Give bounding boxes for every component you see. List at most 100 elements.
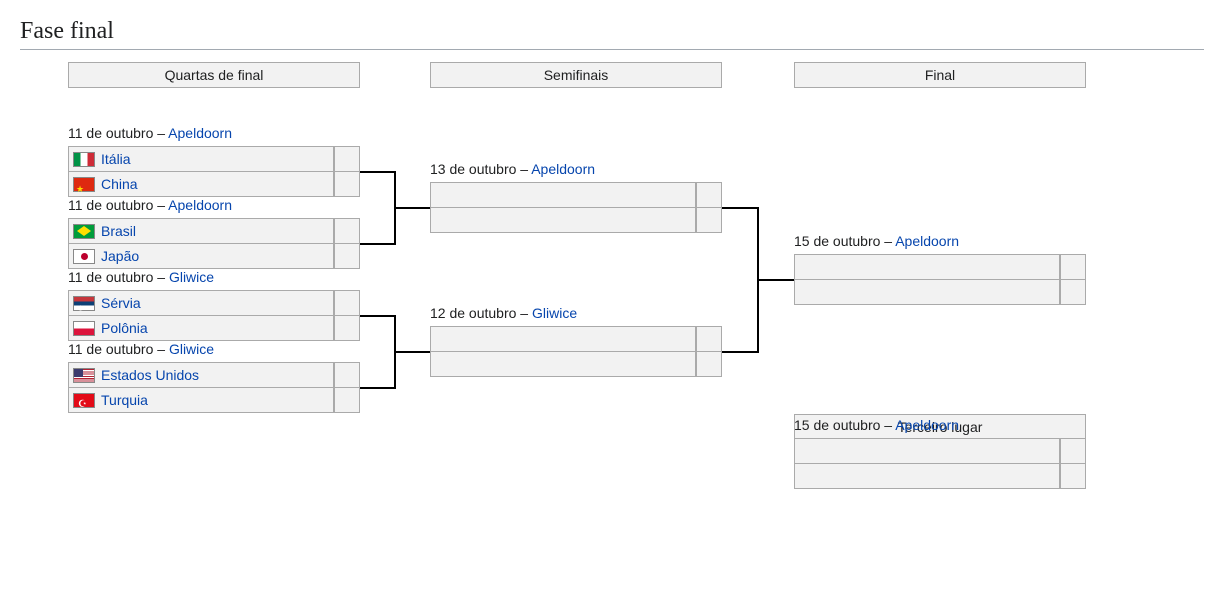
connector bbox=[757, 279, 794, 281]
match-header-qf3: 11 de outubro – Gliwice bbox=[68, 269, 214, 285]
team-row bbox=[431, 183, 721, 207]
pl-flag-icon bbox=[73, 321, 95, 336]
match-header-third: 15 de outubro – Apeldoorn bbox=[794, 417, 959, 433]
us-flag-icon bbox=[73, 368, 95, 383]
team-cell bbox=[795, 280, 1060, 304]
score-cell bbox=[1060, 255, 1085, 279]
team-link-us[interactable]: Estados Unidos bbox=[101, 363, 199, 387]
match-header-qf4: 11 de outubro – Gliwice bbox=[68, 341, 214, 357]
team-cell: Polônia bbox=[69, 316, 334, 340]
venue-link[interactable]: Apeldoorn bbox=[531, 161, 595, 177]
score-cell bbox=[334, 244, 359, 268]
score-cell bbox=[334, 388, 359, 412]
venue-link[interactable]: Gliwice bbox=[169, 269, 214, 285]
team-cell bbox=[431, 327, 696, 351]
team-row: Brasil bbox=[69, 219, 359, 243]
score-cell bbox=[696, 352, 721, 376]
round-header-qf: Quartas de final bbox=[68, 62, 360, 88]
score-cell bbox=[696, 183, 721, 207]
score-cell bbox=[696, 208, 721, 232]
venue-link[interactable]: Apeldoorn bbox=[168, 197, 232, 213]
team-row: Sérvia bbox=[69, 291, 359, 315]
jp-flag-icon bbox=[73, 249, 95, 264]
team-row bbox=[795, 255, 1085, 279]
venue-link[interactable]: Apeldoorn bbox=[168, 125, 232, 141]
score-cell bbox=[1060, 464, 1085, 488]
match-date: 11 de outubro – bbox=[68, 341, 169, 357]
match-header-final: 15 de outubro – Apeldoorn bbox=[794, 233, 959, 249]
team-link-it[interactable]: Itália bbox=[101, 147, 131, 171]
team-cell bbox=[431, 352, 696, 376]
team-cell: Itália bbox=[69, 147, 334, 171]
team-cell: Brasil bbox=[69, 219, 334, 243]
team-link-rs[interactable]: Sérvia bbox=[101, 291, 141, 315]
match-header-qf2: 11 de outubro – Apeldoorn bbox=[68, 197, 232, 213]
connector bbox=[360, 315, 394, 317]
match-date: 11 de outubro – bbox=[68, 197, 168, 213]
venue-link[interactable]: Apeldoorn bbox=[895, 417, 959, 433]
venue-link[interactable]: Gliwice bbox=[169, 341, 214, 357]
cn-flag-icon bbox=[73, 177, 95, 192]
team-link-pl[interactable]: Polônia bbox=[101, 316, 148, 340]
score-cell bbox=[334, 291, 359, 315]
round-headers: Quartas de final Semifinais Final bbox=[20, 62, 1204, 88]
it-flag-icon bbox=[73, 152, 95, 167]
team-row bbox=[431, 207, 721, 232]
team-row: Polônia bbox=[69, 315, 359, 340]
score-cell bbox=[696, 327, 721, 351]
team-cell: Japão bbox=[69, 244, 334, 268]
br-flag-icon bbox=[73, 224, 95, 239]
team-cell: Turquia bbox=[69, 388, 334, 412]
team-link-br[interactable]: Brasil bbox=[101, 219, 136, 243]
score-cell bbox=[334, 147, 359, 171]
team-row: Turquia bbox=[69, 387, 359, 412]
match-sf1 bbox=[430, 182, 722, 233]
match-date: 11 de outubro – bbox=[68, 125, 168, 141]
team-row: Japão bbox=[69, 243, 359, 268]
team-row: Estados Unidos bbox=[69, 363, 359, 387]
match-date: 15 de outubro – bbox=[794, 233, 895, 249]
team-row bbox=[795, 439, 1085, 463]
match-date: 12 de outubro – bbox=[430, 305, 532, 321]
match-qf2: BrasilJapão bbox=[68, 218, 360, 269]
match-date: 15 de outubro – bbox=[794, 417, 895, 433]
team-cell: Sérvia bbox=[69, 291, 334, 315]
match-header-qf1: 11 de outubro – Apeldoorn bbox=[68, 125, 232, 141]
score-cell bbox=[334, 363, 359, 387]
match-qf4: Estados UnidosTurquia bbox=[68, 362, 360, 413]
team-row: China bbox=[69, 171, 359, 196]
connector bbox=[722, 351, 757, 353]
team-link-jp[interactable]: Japão bbox=[101, 244, 139, 268]
match-header-sf1: 13 de outubro – Apeldoorn bbox=[430, 161, 595, 177]
team-cell: China bbox=[69, 172, 334, 196]
team-row bbox=[431, 351, 721, 376]
team-row bbox=[431, 327, 721, 351]
team-row: Itália bbox=[69, 147, 359, 171]
team-row bbox=[795, 463, 1085, 488]
venue-link[interactable]: Gliwice bbox=[532, 305, 577, 321]
score-cell bbox=[334, 172, 359, 196]
connector bbox=[360, 243, 394, 245]
connector bbox=[394, 207, 430, 209]
match-qf1: ItáliaChina bbox=[68, 146, 360, 197]
tr-flag-icon bbox=[73, 393, 95, 408]
team-cell bbox=[431, 183, 696, 207]
team-link-cn[interactable]: China bbox=[101, 172, 138, 196]
venue-link[interactable]: Apeldoorn bbox=[895, 233, 959, 249]
rs-flag-icon bbox=[73, 296, 95, 311]
round-header-final: Final bbox=[794, 62, 1086, 88]
team-cell bbox=[795, 464, 1060, 488]
score-cell bbox=[1060, 439, 1085, 463]
team-cell bbox=[431, 208, 696, 232]
section-title: Fase final bbox=[20, 18, 1204, 50]
score-cell bbox=[334, 316, 359, 340]
connector bbox=[722, 207, 757, 209]
team-cell bbox=[795, 255, 1060, 279]
score-cell bbox=[334, 219, 359, 243]
connector bbox=[360, 171, 394, 173]
team-link-tr[interactable]: Turquia bbox=[101, 388, 148, 412]
round-header-sf: Semifinais bbox=[430, 62, 722, 88]
team-cell: Estados Unidos bbox=[69, 363, 334, 387]
match-date: 13 de outubro – bbox=[430, 161, 531, 177]
team-cell bbox=[795, 439, 1060, 463]
